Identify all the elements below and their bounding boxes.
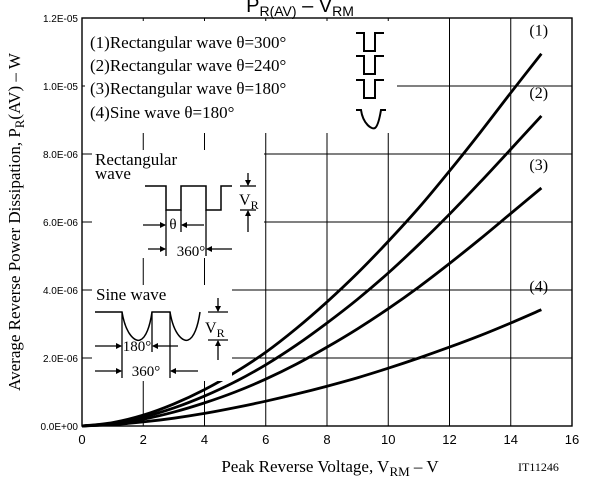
series-label-3: (3) — [529, 157, 548, 174]
legend-icon-rect-240 — [356, 55, 384, 75]
inset-rect-period-label: 360° — [177, 244, 206, 260]
legend: (1)Rectangular wave θ=300° (2)Rectangula… — [85, 21, 397, 133]
inset-sine-arrowhead-5 — [215, 306, 221, 312]
y-tick-label: 6.0E-06 — [43, 218, 78, 229]
x-tick-label: 8 — [323, 432, 330, 447]
inset-sine-arrowhead-2 — [152, 343, 158, 349]
chart-title: PR(AV) – VRM — [246, 0, 354, 19]
legend-item-4: (4)Sine wave θ=180° — [90, 103, 234, 122]
inset-rect-arrowhead-3 — [160, 246, 166, 252]
plot-frame — [81, 17, 573, 427]
legend-item-2: (2)Rectangular wave θ=240° — [90, 56, 286, 75]
x-tick-label: 0 — [78, 432, 85, 447]
legend-item-1: (1)Rectangular wave θ=300° — [90, 33, 286, 52]
y-tick-label: 1.0E-05 — [43, 82, 78, 93]
inset-sine-amp-label: VR — [205, 320, 225, 340]
x-axis-label: Peak Reverse Voltage, VRM – V — [221, 457, 439, 479]
inset-sine-arrowhead-1 — [116, 343, 122, 349]
series-line-3 — [81, 186, 543, 428]
series-labels: (1) (2) (3) (4) — [529, 23, 548, 296]
inset-sine-arrowhead-4 — [170, 368, 176, 374]
x-tick-label: 16 — [565, 432, 579, 447]
inset-rect-arrowhead-5 — [245, 180, 251, 186]
y-tick-label: 0.0E+00 — [40, 422, 78, 433]
inset-rect-arrowhead-1 — [160, 222, 166, 228]
inset-rect-bg — [92, 150, 264, 258]
inset-sine-arrowhead-6 — [215, 340, 221, 346]
inset-rect-amp-label: VR — [239, 192, 259, 212]
inset-rect-title-line2: wave — [95, 164, 131, 183]
inset-rect-arrowhead-2 — [181, 222, 187, 228]
inset-sine-period-label: 360° — [132, 364, 161, 380]
x-tick-label: 6 — [262, 432, 269, 447]
legend-item-3: (3)Rectangular wave θ=180° — [90, 79, 286, 98]
x-tick-labels: 0 2 4 6 8 10 12 14 16 — [78, 432, 579, 447]
legend-icon-sine-180 — [356, 109, 386, 130]
inset-rect-theta-label: θ — [169, 217, 176, 233]
series-label-1: (1) — [529, 23, 548, 40]
inset-sine-half-label: 180° — [123, 339, 152, 355]
y-tick-label: 4.0E-06 — [43, 286, 78, 297]
series-label-2: (2) — [529, 85, 548, 102]
series-line-4 — [81, 308, 542, 428]
legend-icon-rect-300 — [356, 32, 384, 52]
x-tick-label: 14 — [504, 432, 518, 447]
legend-box — [85, 21, 397, 133]
y-axis-label: Average Reverse Power Dissipation, PR(AV… — [5, 52, 27, 391]
inset-sine-wave: Sine wave 180° 360° VR — [92, 285, 232, 381]
y-tick-label: 8.0E-06 — [43, 150, 78, 161]
x-tick-label: 4 — [201, 432, 208, 447]
y-tick-label: 2.0E-06 — [43, 354, 78, 365]
inset-rect-waveform — [145, 185, 232, 211]
inset-rectangular-wave: Rectangular wave θ 360° VR — [92, 150, 264, 260]
x-tick-label: 2 — [140, 432, 147, 447]
y-tick-labels: 0.0E+00 2.0E-06 4.0E-06 6.0E-06 8.0E-06 1.0E-… — [40, 14, 78, 433]
x-tick-label: 12 — [442, 432, 456, 447]
series-line-1 — [81, 52, 543, 428]
inset-sine-arrowhead-3 — [116, 368, 122, 374]
legend-icon-rect-180 — [356, 79, 384, 99]
reference-code: IT11246 — [518, 460, 559, 474]
inset-rect-arrowhead-4 — [206, 246, 212, 252]
inset-sine-title: Sine wave — [96, 285, 166, 304]
x-tick-label: 10 — [381, 432, 395, 447]
inset-rect-title-line1: Rectangular — [95, 150, 177, 169]
inset-sine-bg — [92, 285, 232, 381]
y-tick-label: 1.2E-05 — [43, 14, 78, 25]
series-label-4: (4) — [529, 279, 548, 296]
inset-rect-arrowhead-6 — [245, 210, 251, 216]
series-layer — [81, 52, 543, 428]
series-line-2 — [81, 114, 543, 428]
